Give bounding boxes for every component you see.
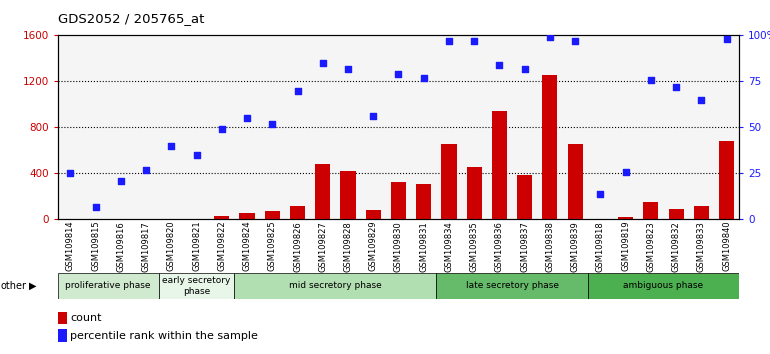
- Point: [670, 84, 682, 90]
- Point: [544, 34, 556, 40]
- Point: [140, 167, 152, 173]
- Bar: [265, 211, 280, 219]
- Bar: [643, 202, 658, 219]
- Bar: [58, 312, 66, 324]
- Point: [644, 77, 657, 82]
- Text: ▶: ▶: [29, 281, 37, 291]
- Bar: [719, 141, 734, 219]
- Point: [241, 115, 253, 121]
- Bar: [441, 143, 457, 219]
- Text: late secretory phase: late secretory phase: [466, 281, 558, 290]
- Text: proliferative phase: proliferative phase: [65, 281, 151, 290]
- Bar: [58, 329, 66, 342]
- Bar: [492, 111, 507, 219]
- Text: other: other: [1, 281, 27, 291]
- Point: [89, 204, 102, 210]
- Point: [392, 71, 404, 77]
- Bar: [416, 184, 431, 219]
- Text: ambiguous phase: ambiguous phase: [624, 281, 704, 290]
- Point: [443, 38, 455, 44]
- Bar: [588, 273, 739, 299]
- Point: [266, 121, 279, 127]
- Text: mid secretory phase: mid secretory phase: [289, 281, 382, 290]
- Point: [367, 114, 380, 119]
- Bar: [340, 171, 356, 219]
- Text: early secretory
phase: early secretory phase: [162, 276, 231, 296]
- Bar: [391, 182, 406, 219]
- Point: [64, 171, 76, 176]
- Point: [190, 152, 203, 158]
- Point: [619, 169, 631, 175]
- Point: [569, 38, 581, 44]
- Bar: [618, 217, 633, 219]
- Bar: [214, 216, 229, 219]
- Bar: [159, 273, 234, 299]
- Bar: [517, 175, 532, 219]
- Point: [417, 75, 430, 81]
- Bar: [567, 143, 583, 219]
- Bar: [467, 166, 482, 219]
- Bar: [315, 164, 330, 219]
- Bar: [239, 213, 255, 219]
- Bar: [437, 273, 588, 299]
- Bar: [290, 206, 305, 219]
- Text: percentile rank within the sample: percentile rank within the sample: [70, 331, 258, 341]
- Bar: [58, 273, 159, 299]
- Point: [468, 38, 480, 44]
- Point: [165, 143, 177, 149]
- Point: [494, 62, 506, 68]
- Point: [216, 126, 228, 132]
- Point: [594, 191, 607, 196]
- Bar: [366, 210, 381, 219]
- Bar: [668, 209, 684, 219]
- Text: count: count: [70, 313, 102, 323]
- Bar: [234, 273, 437, 299]
- Text: GDS2052 / 205765_at: GDS2052 / 205765_at: [58, 12, 204, 25]
- Point: [518, 66, 531, 72]
- Bar: [694, 206, 709, 219]
- Bar: [542, 74, 557, 219]
- Point: [342, 66, 354, 72]
- Point: [291, 88, 303, 93]
- Point: [115, 178, 127, 184]
- Point: [721, 36, 733, 42]
- Point: [695, 97, 708, 103]
- Point: [316, 60, 329, 66]
